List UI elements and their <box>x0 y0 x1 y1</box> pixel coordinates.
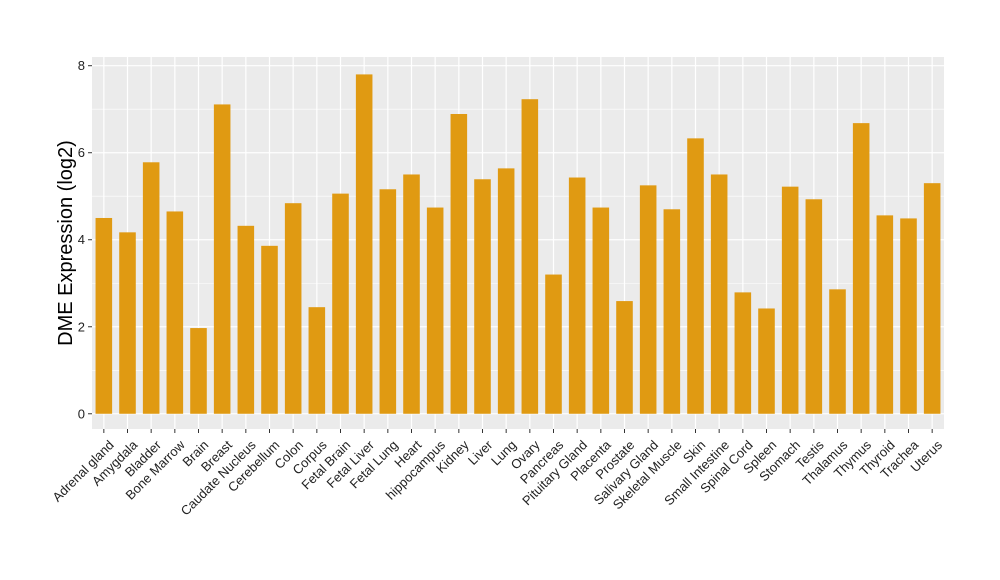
bar <box>379 189 397 414</box>
y-tick-label: 6 <box>78 145 85 160</box>
y-axis-title: DME Expression (log2) <box>55 140 77 346</box>
bar <box>284 203 302 414</box>
bar <box>876 215 894 414</box>
plot-panel <box>92 57 944 429</box>
bar <box>190 328 207 414</box>
bar <box>142 162 160 414</box>
bar <box>450 113 468 414</box>
bars <box>95 74 941 414</box>
y-tick-label: 0 <box>78 406 85 421</box>
bar <box>403 174 420 414</box>
bar <box>734 292 752 414</box>
bar <box>616 301 633 414</box>
bar <box>426 207 444 414</box>
bar <box>308 307 326 414</box>
bar <box>639 185 657 414</box>
bar <box>592 207 610 414</box>
bar <box>687 138 704 414</box>
y-tick-label: 8 <box>78 58 85 73</box>
bar <box>237 225 255 414</box>
bar <box>805 199 823 414</box>
bar <box>568 177 586 414</box>
bar <box>119 232 136 414</box>
bar <box>521 99 539 414</box>
bar <box>758 308 775 414</box>
bar <box>355 74 373 414</box>
bar <box>829 289 846 414</box>
bar <box>166 211 184 414</box>
bar <box>474 179 491 414</box>
bar <box>497 168 515 414</box>
bar <box>900 218 917 414</box>
bar <box>852 123 870 414</box>
y-axis: 0 2 4 6 8 <box>78 58 92 421</box>
bar <box>781 186 799 414</box>
bar <box>332 193 349 414</box>
bar <box>710 174 728 414</box>
bar <box>923 183 941 414</box>
bar <box>213 104 231 414</box>
y-tick-label: 4 <box>78 232 85 247</box>
bar <box>261 245 278 414</box>
bar <box>545 274 562 414</box>
y-tick-label: 2 <box>78 319 85 334</box>
bar <box>95 217 113 414</box>
bar <box>663 209 681 414</box>
